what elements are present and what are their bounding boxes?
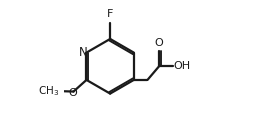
Text: F: F — [107, 9, 113, 19]
Text: O: O — [155, 38, 163, 48]
Text: OH: OH — [173, 61, 191, 71]
Text: CH$_3$: CH$_3$ — [38, 84, 59, 98]
Text: O: O — [68, 88, 77, 98]
Text: N: N — [79, 46, 88, 59]
